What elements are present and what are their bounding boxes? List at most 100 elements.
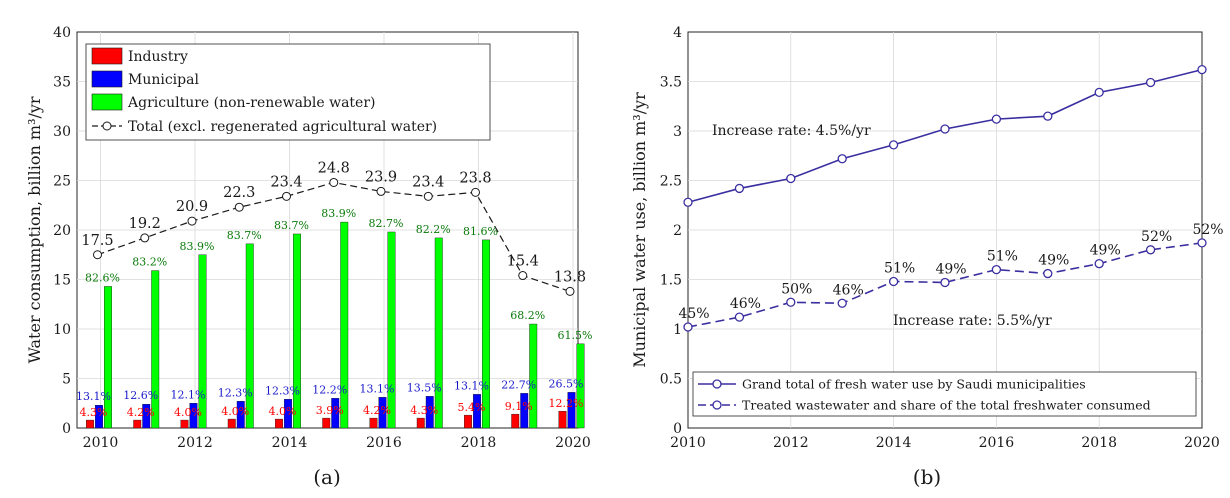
panel-b-ticks: 0 0.5 1 1.5 2 2.5 3 3.5 4 2010 2012 2014 2016 2018 202…: [660, 25, 1220, 451]
panel-a-bar-municipal: [284, 399, 292, 429]
panel-a-total-label: 19.2: [129, 216, 161, 232]
panel-b-ytick-label: 3.5: [660, 75, 682, 91]
panel-a-pct-label-agriculture: 83.9%: [321, 207, 356, 220]
panel-a-bar-industry: [86, 419, 94, 429]
panel-a: 4.3% 4.2% 4.0% 4.0% 4.0% 3.9% 4.2% 4.3% 5.4% 9.1%…: [25, 25, 592, 489]
panel-b-treated-wastewater-marker: [734, 312, 745, 322]
panel-a-ytick-label: 20: [53, 223, 71, 239]
panel-b-total-freshwater-marker: [940, 124, 950, 134]
panel-a-total-label: 23.4: [412, 174, 444, 190]
panel-a-bar-industry: [227, 418, 236, 429]
panel-a-xtick-label: 2016: [366, 435, 402, 451]
panel-b-share-label: 45%: [678, 306, 709, 322]
panel-b-treated-wastewater-marker: [1094, 259, 1104, 269]
panel-b-ytick-label: 2.5: [660, 174, 682, 190]
panel-b-legend: Grand total of fresh water use by Saudi …: [692, 371, 1197, 417]
panel-a-bar-industry: [511, 413, 520, 429]
panel-a-ytick-label: 10: [53, 322, 71, 338]
panel-b-ytick-label: 3: [673, 124, 682, 140]
panel-a-xtick-label: 2018: [461, 435, 497, 451]
panel-b-total-freshwater-marker: [1145, 77, 1156, 88]
panel-a-legend-marker: [102, 121, 112, 131]
panel-a-xtick-label: 2010: [83, 435, 119, 451]
panel-a-pct-label-industry: 5.4%: [458, 401, 486, 414]
panel-a-total-marker: [140, 233, 150, 243]
panel-a-pct-label-industry: 4.2%: [127, 406, 155, 419]
panel-a-pct-label-agriculture: 82.2%: [416, 223, 451, 236]
panel-a-ytick-label: 5: [62, 372, 71, 388]
panel-b-share-label: 49%: [935, 261, 966, 277]
panel-b-share-label: 51%: [987, 249, 1018, 265]
panel-a-bar-agriculture: [482, 239, 490, 429]
panel-b-series: [683, 64, 1207, 332]
panel-a-bar-agriculture: [529, 323, 538, 429]
panel-a-bar-municipal: [473, 394, 481, 429]
panel-a-pct-label-municipal: 13.1%: [360, 382, 395, 395]
panel-a-pct-label-industry: 12.2%: [549, 397, 584, 410]
panel-a-bar-agriculture: [387, 231, 396, 429]
panel-b-share-label: 52%: [1192, 222, 1223, 238]
panel-b-legend-marker: [712, 400, 722, 410]
panel-a-pct-label-agriculture: 83.2%: [132, 256, 167, 269]
panel-a-total-label: 15.4: [507, 254, 539, 270]
panel-b-xtick-label: 2018: [1081, 435, 1117, 451]
panel-a-pct-label-municipal: 13.5%: [407, 381, 442, 394]
panel-a-total-label: 23.4: [270, 174, 302, 190]
panel-b-share-label: 49%: [1038, 253, 1069, 269]
panel-a-total-marker: [471, 187, 480, 197]
panel-a-total-label: 23.8: [459, 170, 491, 186]
panel-b-treated-wastewater-marker: [683, 322, 693, 332]
panel-b-treated-wastewater-marker: [991, 264, 1002, 275]
panel-a-total-marker: [93, 250, 102, 260]
panel-a-pct-label-municipal: 13.1%: [454, 379, 489, 392]
panel-a-bar-agriculture: [434, 237, 443, 429]
panel-a-total-series: [93, 177, 575, 296]
panel-a-legend-label: Agriculture (non-renewable water): [127, 95, 375, 111]
panel-b-ytick-label: 2: [673, 223, 682, 239]
panel-a-total-marker: [423, 191, 433, 201]
panel-b-total-freshwater-marker: [991, 114, 1002, 124]
panel-a-bar-industry: [558, 410, 567, 429]
panel-a-pct-label-municipal: 26.5%: [549, 377, 584, 390]
panel-b-xtick-label: 2020: [1184, 435, 1220, 451]
panel-a-bar-agriculture: [198, 254, 207, 429]
panel-a-total-label: 24.8: [318, 160, 350, 176]
panel-a-pct-label-municipal: 12.3%: [218, 386, 253, 399]
panel-a-pct-label-agriculture: 82.7%: [369, 217, 404, 230]
panel-b-annotation-wastewater: Increase rate: 5.5%/yr: [893, 313, 1052, 329]
panel-b-share-labels: 45% 46% 50% 46% 51% 49% 51% 49% 49% 52% 52%: [678, 222, 1223, 322]
panel-a-pct-label-municipal: 12.2%: [312, 383, 347, 396]
panel-a-bar-industry: [133, 419, 142, 429]
panel-a-bar-industry: [416, 417, 425, 429]
panel-a-legend-swatch: [91, 70, 123, 88]
panel-b-share-label: 50%: [781, 281, 812, 297]
panel-a-legend-label: Municipal: [128, 72, 199, 88]
panel-a-legend-swatch: [91, 93, 123, 111]
panel-b-legend-box: [692, 371, 1197, 417]
panel-b-total-freshwater-marker: [1043, 111, 1053, 121]
panel-a-bar-industry: [180, 419, 189, 429]
panel-a-bar-municipal: [425, 396, 434, 429]
panel-b-xtick-label: 2014: [876, 435, 912, 451]
panel-b: 45% 46% 50% 46% 51% 49% 51% 49% 49% 52% 52% 0 0.5 1 1…: [630, 25, 1224, 489]
panel-a-ytick-label: 25: [53, 174, 71, 190]
panel-a-bar-municipal: [378, 397, 387, 429]
panel-a-pct-label-industry: 4.3%: [80, 406, 108, 419]
panel-b-legend-marker: [712, 379, 722, 389]
panel-a-pct-label-municipal: 12.1%: [171, 388, 206, 401]
panel-a-pct-label-municipal: 22.7%: [501, 378, 536, 391]
panel-a-ytick-label: 0: [62, 421, 71, 437]
panel-a-bar-agriculture: [293, 233, 301, 429]
panel-a-bar-municipal: [520, 393, 529, 429]
panel-a-bar-agriculture: [245, 243, 254, 429]
panel-b-total-freshwater-marker: [734, 183, 745, 194]
panel-a-total-marker: [282, 191, 291, 201]
panel-b-total-freshwater-marker: [1197, 64, 1207, 75]
panel-a-pct-label-municipal: 12.6%: [123, 389, 158, 402]
panel-b-ytick-label: 1.5: [660, 273, 682, 289]
panel-a-bars: [86, 221, 585, 429]
panel-a-total-marker: [329, 177, 339, 187]
panel-a-bar-municipal: [95, 405, 103, 429]
panel-b-total-freshwater-marker: [683, 197, 693, 207]
